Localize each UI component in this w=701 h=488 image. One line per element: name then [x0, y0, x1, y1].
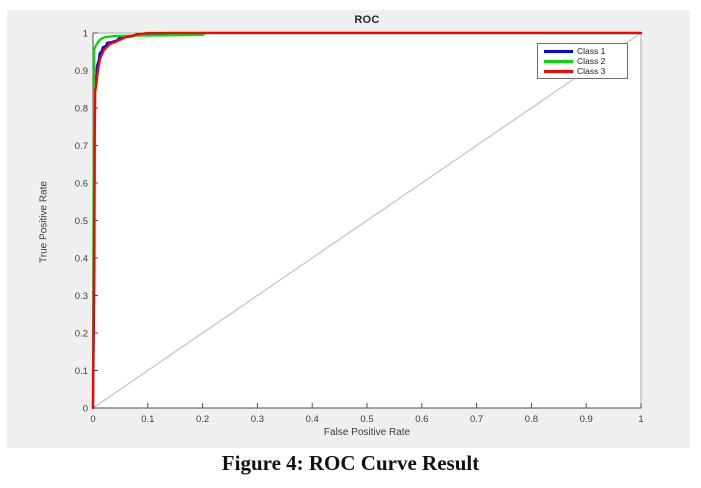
x-tick-label: 0.3: [251, 414, 264, 425]
legend-item-class-1: Class 1: [538, 46, 627, 56]
y-tick-label: 0.3: [75, 291, 88, 302]
y-tick-label: 0: [83, 404, 88, 415]
y-tick-label: 0.9: [75, 66, 88, 77]
x-tick-label: 0: [90, 414, 95, 425]
x-tick-label: 0.1: [141, 414, 154, 425]
chance-diagonal: [92, 32, 642, 409]
x-tick-label: 0.9: [580, 414, 593, 425]
x-tick-label: 0.7: [470, 414, 483, 425]
x-tick-label: 0.8: [525, 414, 538, 425]
roc-curve-class-3: [91, 31, 643, 410]
y-tick-label: 0.5: [75, 216, 88, 227]
roc-plot-canvas: 0 0.1 0.2 0.3 0.4 0.5 0.6 0.7 0.8 0.9 1 0 0.1 0.2 0.3 0…: [75, 29, 644, 426]
chart-title: ROC: [354, 14, 380, 26]
x-tick-label: 1: [638, 414, 643, 425]
x-tick-label: 0.5: [360, 414, 373, 425]
x-tick-label: 0.2: [196, 414, 209, 425]
legend-line-sample-class-1: [544, 49, 573, 53]
legend-label: Class 3: [577, 66, 606, 76]
x-tick-label: 0.4: [306, 414, 319, 425]
x-tick-label: 0.6: [415, 414, 428, 425]
figure-caption: Figure 4: ROC Curve Result: [221, 451, 480, 475]
legend-item-class-2: Class 2: [538, 56, 627, 66]
y-tick-label: 0.8: [75, 104, 88, 115]
legend-label: Class 2: [577, 56, 606, 66]
roc-curve-class-2: [91, 31, 643, 410]
y-tick-label: 1: [83, 29, 88, 40]
y-tick-label: 0.4: [75, 254, 88, 265]
legend-line-sample-class-3: [544, 69, 573, 73]
legend-item-class-3: Class 3: [538, 66, 627, 76]
legend-box: Class 1 Class 2 Class 3: [537, 43, 628, 79]
legend-label: Class 1: [577, 46, 606, 56]
x-axis-label: False Positive Rate: [323, 427, 411, 438]
y-tick-label: 0.7: [75, 141, 88, 152]
legend-line-sample-class-2: [544, 59, 573, 63]
roc-figure: 0 0.1 0.2 0.3 0.4 0.5 0.6 0.7 0.8 0.9 1 0 0.1 0.2 0.3 0…: [7, 10, 690, 448]
y-tick-label: 0.1: [75, 366, 88, 377]
y-tick-label: 0.6: [75, 179, 88, 190]
y-axis-label: True Positive Rate: [38, 181, 50, 263]
y-tick-label: 0.2: [75, 329, 88, 340]
